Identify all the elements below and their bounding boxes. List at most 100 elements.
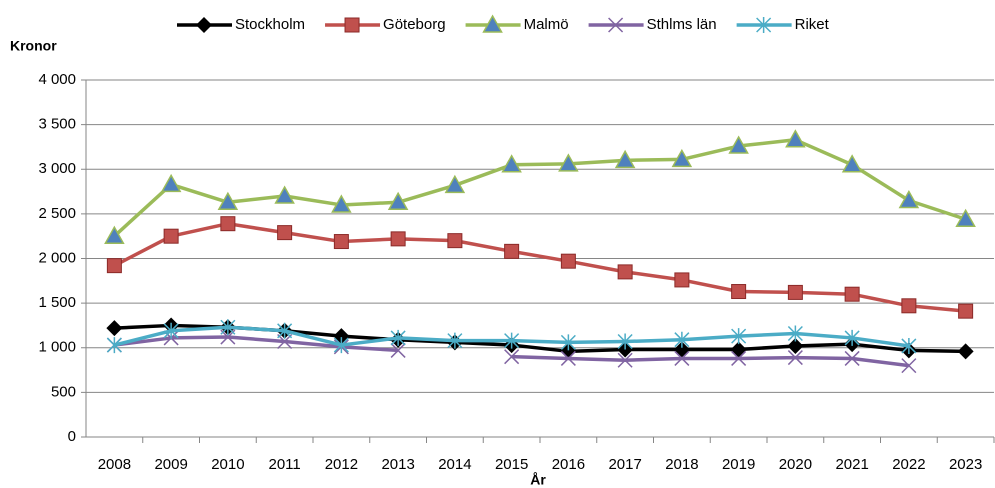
legend-item: Sthlms län (588, 16, 717, 33)
marker (277, 333, 293, 350)
marker (560, 334, 576, 351)
y-axis-label: Kronor (10, 38, 57, 54)
marker (901, 337, 917, 354)
marker (617, 333, 633, 350)
legend-marker (196, 17, 212, 33)
x-tick-label: 2008 (98, 456, 131, 473)
marker (731, 328, 747, 345)
y-tick-label: 500 (51, 383, 76, 400)
x-tick-label: 2016 (552, 456, 585, 473)
marker (331, 194, 352, 213)
marker (728, 135, 749, 154)
x-tick-label: 2015 (495, 456, 528, 473)
marker (674, 350, 690, 366)
legend-marker (344, 17, 360, 33)
marker (787, 350, 803, 366)
marker (614, 149, 636, 169)
marker (955, 208, 976, 227)
marker (106, 337, 122, 354)
y-tick-label: 1 500 (38, 294, 76, 311)
marker (390, 342, 406, 358)
marker (785, 129, 806, 148)
marker (787, 337, 804, 354)
marker (841, 154, 863, 173)
legend-label: Sthlms län (647, 16, 717, 33)
marker (163, 228, 179, 244)
x-tick-label: 2019 (722, 456, 755, 473)
x-tick-label: 2018 (665, 456, 698, 473)
x-tick-label: 2010 (211, 456, 244, 473)
marker (163, 322, 179, 339)
legend-label: Riket (795, 16, 830, 33)
x-tick-label: 2011 (268, 456, 300, 473)
marker (901, 358, 917, 374)
marker (333, 234, 349, 250)
marker (901, 298, 917, 314)
legend-label: Stockholm (235, 16, 305, 33)
marker (504, 243, 520, 259)
x-tick-label: 2013 (381, 456, 414, 473)
marker (617, 264, 633, 280)
marker (844, 329, 860, 346)
marker (898, 189, 920, 209)
legend-marker (756, 17, 772, 33)
marker (333, 337, 349, 354)
legend-marker (608, 17, 624, 33)
legend-item: Stockholm (177, 16, 305, 33)
marker (447, 332, 463, 349)
series-line (114, 335, 910, 368)
marker (387, 191, 409, 211)
marker (844, 350, 860, 366)
x-tick-label: 2021 (835, 456, 868, 473)
marker (104, 225, 125, 244)
marker (444, 174, 466, 194)
x-tick-label: 2012 (325, 456, 358, 473)
marker (106, 258, 122, 274)
legend-item: Göteborg (325, 16, 446, 33)
marker (501, 154, 522, 173)
marker (957, 343, 974, 360)
marker (674, 272, 690, 288)
y-tick-label: 3 000 (38, 160, 76, 177)
y-tick-label: 3 500 (38, 116, 76, 133)
y-tick-label: 0 (68, 428, 76, 445)
marker (220, 319, 236, 336)
x-tick-label: 2014 (438, 456, 471, 473)
y-tick-label: 2 500 (38, 205, 76, 222)
marker (844, 286, 860, 302)
x-tick-label: 2017 (608, 456, 641, 473)
x-tick-label: 2023 (949, 456, 982, 473)
legend-label: Malmö (524, 16, 569, 33)
marker (390, 231, 406, 247)
marker (390, 329, 406, 346)
x-tick-label: 2009 (154, 456, 187, 473)
marker (674, 331, 690, 348)
legend-label: Göteborg (383, 16, 446, 33)
marker (787, 325, 803, 342)
legend-item: Malmö (465, 14, 569, 33)
series-line (113, 138, 967, 238)
marker (560, 350, 576, 366)
marker (671, 148, 693, 168)
x-tick-label: 2020 (779, 456, 812, 473)
marker (447, 233, 463, 249)
y-tick-label: 4 000 (38, 71, 76, 88)
marker (504, 332, 520, 349)
marker (220, 216, 236, 232)
marker (504, 349, 520, 365)
marker (787, 284, 803, 300)
legend-item: Riket (736, 16, 830, 33)
x-tick-label: 2022 (892, 456, 925, 473)
marker (958, 303, 974, 319)
marker (560, 253, 576, 269)
y-tick-label: 2 000 (38, 249, 76, 266)
legend-marker (482, 14, 503, 33)
marker (731, 284, 747, 300)
marker (617, 352, 633, 368)
marker (106, 320, 123, 337)
marker (160, 173, 182, 193)
marker (277, 225, 293, 241)
marker (277, 322, 293, 339)
marker (731, 350, 747, 366)
